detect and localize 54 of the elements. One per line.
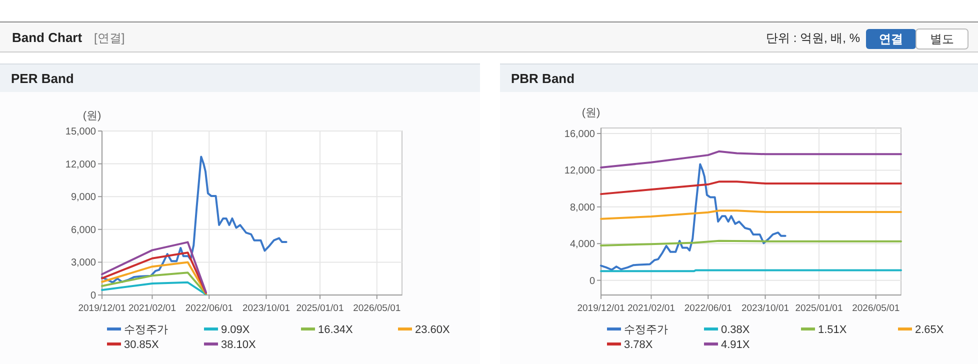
chart-title: PBR Band (511, 71, 575, 86)
chart-title: PER Band (11, 71, 74, 86)
line-series (600, 163, 786, 271)
y-tick-label: 0 (90, 290, 96, 302)
text: 단위 : 억원, 배, % (766, 31, 860, 45)
y-tick-label: 0 (589, 276, 596, 287)
x-tick-label: 2026/05/01 (852, 303, 900, 314)
y-tick-label: 3,000 (70, 258, 96, 269)
y-tick-label: 16,000 (564, 129, 596, 140)
x-tick-label: 2023/10/01 (741, 303, 790, 314)
line-series (600, 150, 902, 168)
legend-label: 16.34X (318, 324, 354, 336)
legend-label: 3.78X (624, 339, 654, 351)
legend-label: 2.65X (915, 324, 944, 336)
y-axis-title: (원) (82, 110, 102, 122)
x-tick-label: 2021/02/01 (128, 303, 176, 314)
x-tick-label: 2023/10/01 (242, 303, 290, 314)
legend-label: 4.91X (721, 339, 750, 351)
legend-label: 1.51X (818, 324, 848, 336)
x-tick-label: 2019/12/01 (78, 303, 126, 314)
line-series (101, 272, 207, 295)
line-series (101, 281, 207, 296)
x-tick-label: 2025/01/01 (795, 303, 843, 314)
legend-label: 38.10X (221, 339, 257, 351)
text: 연결 (879, 32, 903, 46)
x-tick-label: 2022/06/01 (684, 303, 732, 314)
legend-label: 수정주가 (624, 324, 668, 336)
y-tick-label: 9,000 (70, 192, 96, 204)
x-tick-label: 2021/02/01 (627, 303, 675, 314)
legend-label: 수정주가 (124, 324, 168, 336)
y-tick-label: 15,000 (65, 126, 96, 138)
line-series (600, 210, 902, 220)
legend-label: 0.38X (721, 324, 750, 336)
line-series (101, 156, 288, 284)
y-tick-label: 6,000 (70, 224, 96, 236)
x-tick-label: 2019/12/01 (577, 303, 625, 314)
y-tick-label: 12,000 (564, 166, 596, 177)
text: Band Chart (12, 30, 83, 45)
text: [연결] (94, 31, 125, 45)
x-tick-label: 2025/01/01 (296, 303, 344, 314)
x-tick-label: 2022/06/01 (185, 303, 233, 314)
y-axis-title: (원) (582, 107, 600, 119)
y-tick-label: 12,000 (65, 159, 96, 170)
x-tick-label: 2026/05/01 (353, 303, 401, 314)
y-tick-label: 4,000 (570, 239, 596, 250)
legend-label: 30.85X (124, 339, 160, 351)
line-series (101, 252, 207, 294)
line-series (101, 241, 207, 294)
legend-label: 23.60X (415, 324, 451, 336)
y-tick-label: 8,000 (570, 202, 596, 214)
text: 별도 (930, 32, 954, 46)
line-series (600, 180, 902, 196)
legend-label: 9.09X (221, 324, 250, 336)
line-series (101, 261, 207, 294)
